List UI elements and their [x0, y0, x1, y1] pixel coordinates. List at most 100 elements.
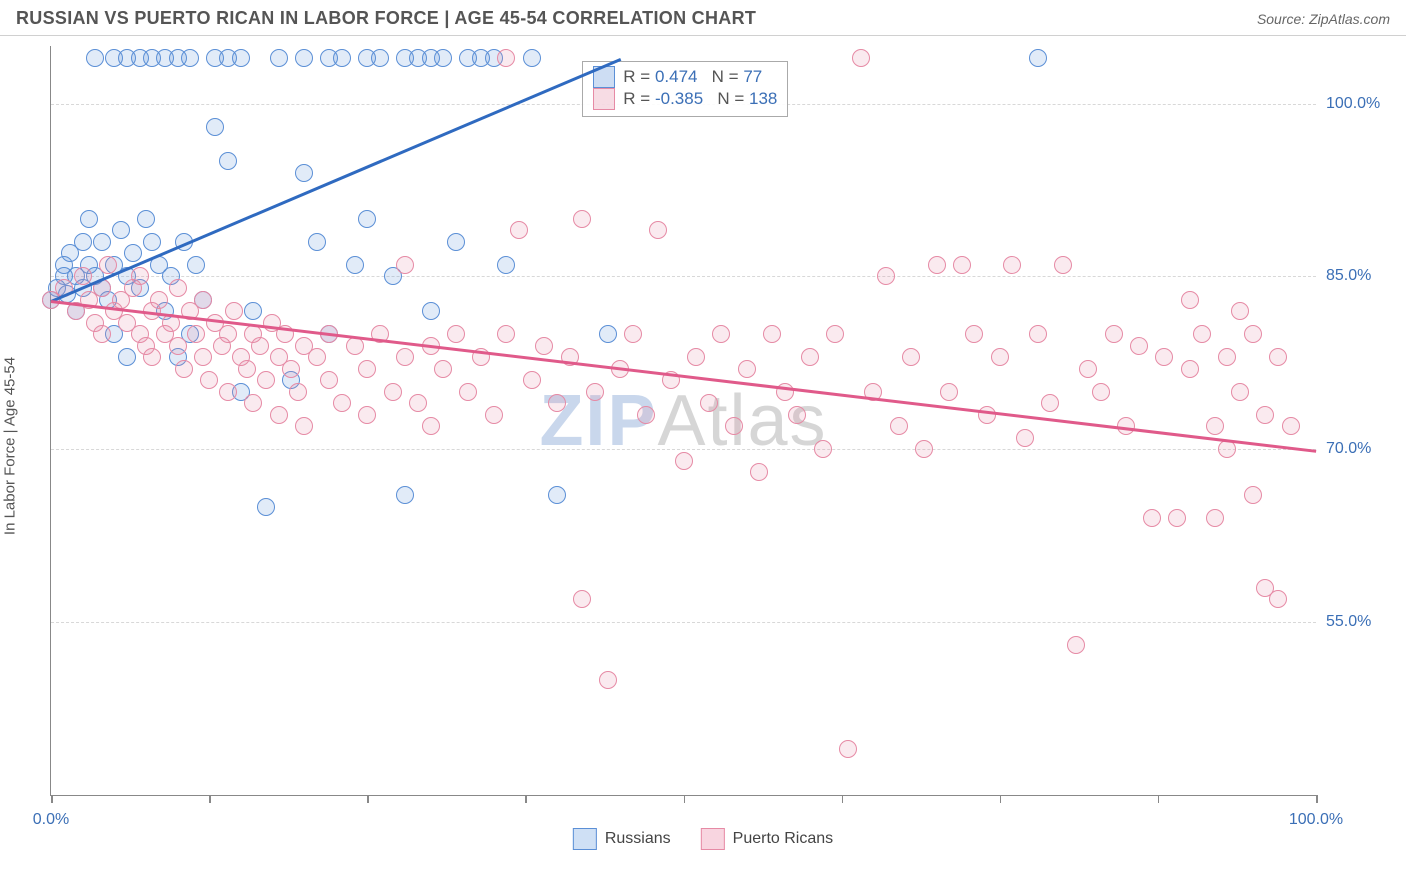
scatter-point	[839, 740, 857, 758]
gridline	[51, 276, 1316, 277]
scatter-point	[1155, 348, 1173, 366]
trend-line	[51, 58, 621, 302]
scatter-point	[270, 49, 288, 67]
scatter-point	[169, 337, 187, 355]
xtick-label: 0.0%	[33, 811, 69, 829]
scatter-point	[447, 325, 465, 343]
xtick	[842, 795, 844, 803]
scatter-point	[93, 233, 111, 251]
stats-row: R = 0.474 N = 77	[593, 66, 777, 88]
xtick	[367, 795, 369, 803]
scatter-point	[548, 394, 566, 412]
scatter-point	[750, 463, 768, 481]
scatter-point	[86, 49, 104, 67]
chart-header: RUSSIAN VS PUERTO RICAN IN LABOR FORCE |…	[0, 0, 1406, 36]
scatter-point	[599, 325, 617, 343]
scatter-point	[599, 671, 617, 689]
scatter-point	[308, 348, 326, 366]
stats-row: R = -0.385 N = 138	[593, 88, 777, 110]
scatter-point	[1231, 302, 1249, 320]
scatter-point	[1282, 417, 1300, 435]
scatter-point	[497, 256, 515, 274]
scatter-point	[422, 302, 440, 320]
scatter-point	[150, 291, 168, 309]
xtick	[525, 795, 527, 803]
chart-container: In Labor Force | Age 45-54 ZIPAtlas 55.0…	[0, 36, 1406, 856]
scatter-point	[1079, 360, 1097, 378]
scatter-point	[118, 348, 136, 366]
scatter-point	[396, 256, 414, 274]
scatter-point	[270, 406, 288, 424]
scatter-point	[738, 360, 756, 378]
scatter-point	[586, 383, 604, 401]
scatter-point	[238, 360, 256, 378]
scatter-point	[124, 244, 142, 262]
scatter-point	[225, 302, 243, 320]
scatter-point	[371, 49, 389, 67]
scatter-point	[801, 348, 819, 366]
scatter-point	[978, 406, 996, 424]
scatter-point	[1218, 440, 1236, 458]
scatter-point	[447, 233, 465, 251]
scatter-point	[1067, 636, 1085, 654]
gridline	[51, 622, 1316, 623]
ytick-label: 85.0%	[1326, 267, 1396, 285]
scatter-point	[1029, 49, 1047, 67]
gridline	[51, 449, 1316, 450]
legend-label: Puerto Ricans	[733, 830, 834, 848]
scatter-point	[1206, 417, 1224, 435]
scatter-point	[358, 406, 376, 424]
scatter-point	[573, 210, 591, 228]
scatter-point	[1092, 383, 1110, 401]
scatter-point	[384, 383, 402, 401]
scatter-point	[915, 440, 933, 458]
xtick	[1316, 795, 1318, 803]
scatter-point	[687, 348, 705, 366]
scatter-point	[649, 221, 667, 239]
scatter-point	[523, 49, 541, 67]
scatter-point	[251, 337, 269, 355]
scatter-point	[409, 394, 427, 412]
scatter-point	[358, 210, 376, 228]
scatter-point	[459, 383, 477, 401]
scatter-point	[1016, 429, 1034, 447]
scatter-point	[1269, 590, 1287, 608]
plot-area: ZIPAtlas 55.0%70.0%85.0%100.0%0.0%100.0%…	[50, 46, 1316, 796]
scatter-point	[902, 348, 920, 366]
scatter-point	[535, 337, 553, 355]
xtick	[51, 795, 53, 803]
scatter-point	[497, 49, 515, 67]
scatter-point	[112, 221, 130, 239]
scatter-point	[131, 267, 149, 285]
scatter-point	[953, 256, 971, 274]
scatter-point	[396, 486, 414, 504]
scatter-point	[308, 233, 326, 251]
scatter-point	[1181, 360, 1199, 378]
scatter-point	[725, 417, 743, 435]
scatter-point	[295, 417, 313, 435]
scatter-point	[497, 325, 515, 343]
scatter-point	[282, 360, 300, 378]
stats-legend: R = 0.474 N = 77R = -0.385 N = 138	[582, 61, 788, 117]
scatter-point	[991, 348, 1009, 366]
legend-swatch	[593, 88, 615, 110]
chart-title: RUSSIAN VS PUERTO RICAN IN LABOR FORCE |…	[16, 8, 756, 29]
scatter-point	[181, 49, 199, 67]
scatter-point	[700, 394, 718, 412]
legend-label: Russians	[605, 830, 671, 848]
ytick-label: 70.0%	[1326, 440, 1396, 458]
scatter-point	[1206, 509, 1224, 527]
legend-item: Russians	[573, 828, 671, 850]
scatter-point	[1269, 348, 1287, 366]
scatter-point	[194, 348, 212, 366]
scatter-point	[1130, 337, 1148, 355]
scatter-point	[712, 325, 730, 343]
scatter-point	[295, 164, 313, 182]
legend-swatch	[573, 828, 597, 850]
ytick-label: 100.0%	[1326, 95, 1396, 113]
scatter-point	[422, 417, 440, 435]
scatter-point	[763, 325, 781, 343]
legend-swatch	[701, 828, 725, 850]
ytick-label: 55.0%	[1326, 613, 1396, 631]
xtick	[1158, 795, 1160, 803]
